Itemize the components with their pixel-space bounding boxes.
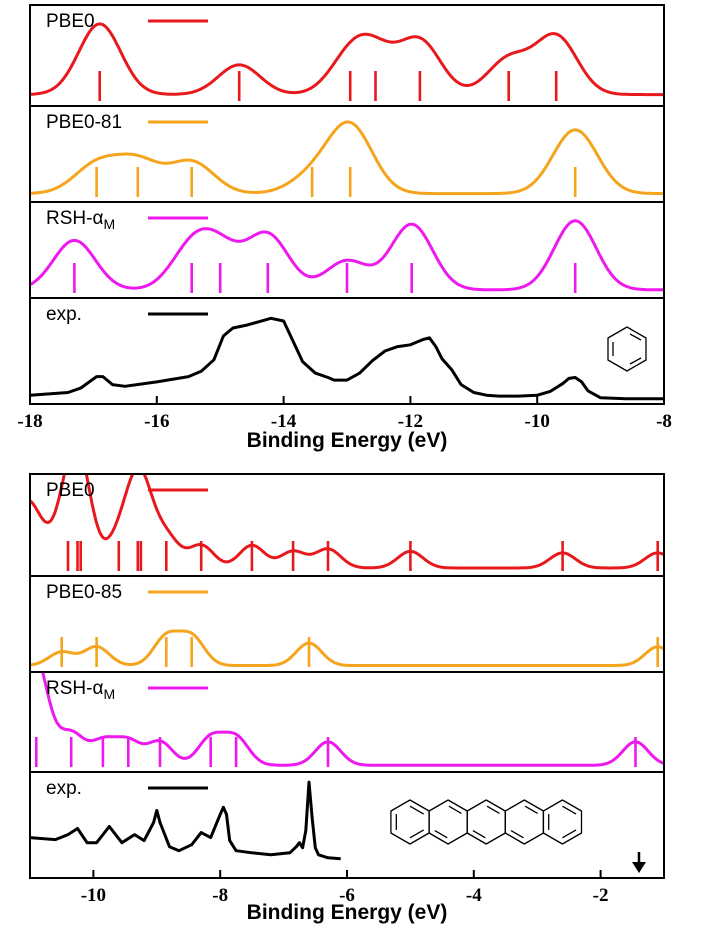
panel-frame xyxy=(29,297,665,405)
x-axis-title: Binding Energy (eV) xyxy=(247,901,448,924)
spectrum-curve-pbe0 xyxy=(30,474,664,570)
panel-pbe0: PBE0 xyxy=(29,4,665,107)
x-tick-label: -2 xyxy=(593,885,609,906)
panel-pbe0-85: PBE0-85 xyxy=(29,575,665,673)
panel-frame xyxy=(29,4,665,107)
homo-arrow-icon xyxy=(632,852,646,873)
spectrum-curve-pbe0-81 xyxy=(30,120,664,196)
panel-frame xyxy=(29,575,665,673)
x-tick-label: -18 xyxy=(17,411,42,432)
benzene-molecule-icon xyxy=(607,326,647,372)
legend-label: PBE0-81 xyxy=(46,112,122,133)
x-tick-label: -8 xyxy=(656,411,672,432)
pentacene-molecule-icon xyxy=(390,799,583,845)
x-tick-label: -12 xyxy=(398,411,423,432)
panel-rsh-alpha-m: RSH-αM xyxy=(29,201,665,299)
legend-label: exp. xyxy=(46,304,82,325)
x-axis-title: Binding Energy (eV) xyxy=(247,429,448,452)
legend-label: RSH-αM xyxy=(46,678,115,702)
legend-label: PBE0-85 xyxy=(46,582,122,603)
panel-pbe0: PBE0 xyxy=(29,473,665,577)
spectrum-curve-rsh-alpha-m xyxy=(30,219,664,292)
legend-label: PBE0 xyxy=(46,11,95,32)
x-tick-label: -14 xyxy=(271,411,297,432)
panel-pbe0-81: PBE0-81 xyxy=(29,105,665,203)
panel-exp: exp. xyxy=(29,771,665,879)
spectrum-curve-exp xyxy=(30,780,341,861)
legend-label: RSH-αM xyxy=(46,208,115,232)
x-tick-label: -6 xyxy=(339,885,355,906)
x-tick-label: -10 xyxy=(81,885,106,906)
x-tick-label: -8 xyxy=(212,885,228,906)
benzene-chart: PBE0 PBE0-81 RSH-αM exp. -18 -16 -14 -12 -10 -8 Bi… xyxy=(17,4,672,452)
panel-exp: exp. xyxy=(29,297,665,405)
pentacene-chart: PBE0 PBE0-85 RSH-αM exp. -10 -8 -6 -4 -2 Binding … xyxy=(29,473,665,924)
x-tick-label: -10 xyxy=(525,411,550,432)
spectrum-curve-exp xyxy=(30,316,664,401)
x-tick-label: -16 xyxy=(144,411,169,432)
legend-label: PBE0 xyxy=(46,480,95,501)
panel-frame xyxy=(29,771,665,879)
spectrum-curve-pbe0 xyxy=(30,22,664,97)
spectrum-curve-pbe0-85 xyxy=(30,629,664,667)
x-tick-label: -4 xyxy=(466,885,482,906)
legend-label: exp. xyxy=(46,778,82,799)
spectrum-curve-rsh-alpha-m xyxy=(41,672,664,767)
